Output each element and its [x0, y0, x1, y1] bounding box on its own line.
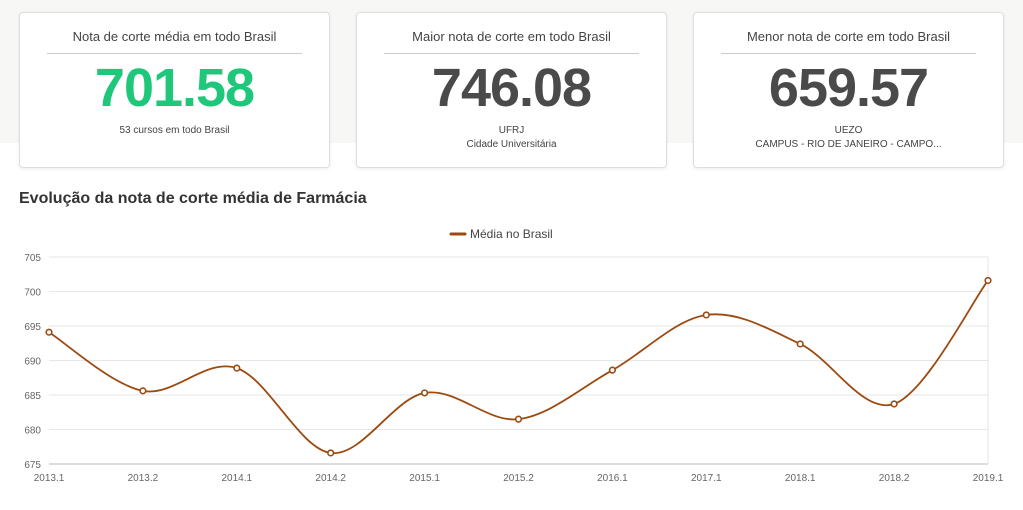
x-tick-label: 2018.1 [785, 473, 816, 484]
data-point [45, 328, 53, 336]
data-point [139, 387, 147, 395]
card-title: Menor nota de corte em todo Brasil [746, 29, 951, 44]
x-tick-label: 2013.1 [34, 473, 65, 484]
x-tick-label: 2015.2 [503, 473, 534, 484]
x-tick-label: 2017.1 [691, 473, 722, 484]
course-count: 53 cursos em todo Brasil [119, 125, 230, 136]
data-point [984, 276, 992, 285]
highest-score-card: Maior nota de corte em todo Brasil 746.0… [356, 12, 667, 168]
score-evolution-chart: 675 680 685 690 695 700 705 2013.1 2013.2 2014.1 2… [24, 227, 1004, 484]
y-tick-label: 690 [24, 357, 41, 368]
x-tick-label: 2014.1 [222, 473, 253, 484]
campus-name: CAMPUS - RIO DE JANEIRO - CAMPO... [755, 139, 942, 150]
x-tick-label: 2019.1 [973, 473, 1004, 484]
data-point [702, 311, 710, 319]
card-title: Maior nota de corte em todo Brasil [412, 29, 611, 44]
x-tick-label: 2013.2 [128, 473, 159, 484]
data-point [327, 449, 335, 457]
x-tick-label: 2016.1 [597, 473, 628, 484]
data-point [890, 400, 898, 408]
campus-name: Cidade Universitária [466, 139, 557, 150]
y-tick-label: 680 [24, 426, 41, 437]
legend-label: Média no Brasil [470, 227, 553, 241]
average-score-card: Nota de corte média em todo Brasil 701.5… [19, 12, 330, 168]
lowest-score-card: Menor nota de corte em todo Brasil 659.5… [693, 12, 1004, 168]
chart-section-title: Evolução da nota de corte média de Farmá… [19, 190, 367, 207]
y-tick-label: 700 [24, 288, 41, 299]
lowest-score-value: 659.57 [768, 58, 929, 118]
card-divider [384, 53, 639, 54]
card-divider [721, 53, 976, 54]
data-point [796, 340, 804, 348]
data-point [233, 364, 241, 372]
x-tick-label: 2014.2 [315, 473, 346, 484]
highest-score-value: 746.08 [431, 58, 592, 118]
institution-name: UFRJ [498, 125, 525, 136]
institution-name: UEZO [834, 125, 863, 136]
y-tick-label: 695 [24, 322, 41, 333]
data-point [514, 415, 523, 423]
y-tick-label: 675 [24, 460, 41, 471]
card-title: Nota de corte média em todo Brasil [72, 29, 277, 44]
y-tick-label: 685 [24, 391, 41, 402]
data-point [421, 389, 429, 397]
series-line [48, 279, 989, 454]
card-divider [47, 53, 302, 54]
data-point [608, 366, 617, 374]
x-tick-label: 2015.1 [409, 473, 440, 484]
y-tick-label: 705 [24, 253, 41, 264]
x-tick-label: 2018.2 [879, 473, 910, 484]
average-score-value: 701.58 [94, 58, 255, 118]
